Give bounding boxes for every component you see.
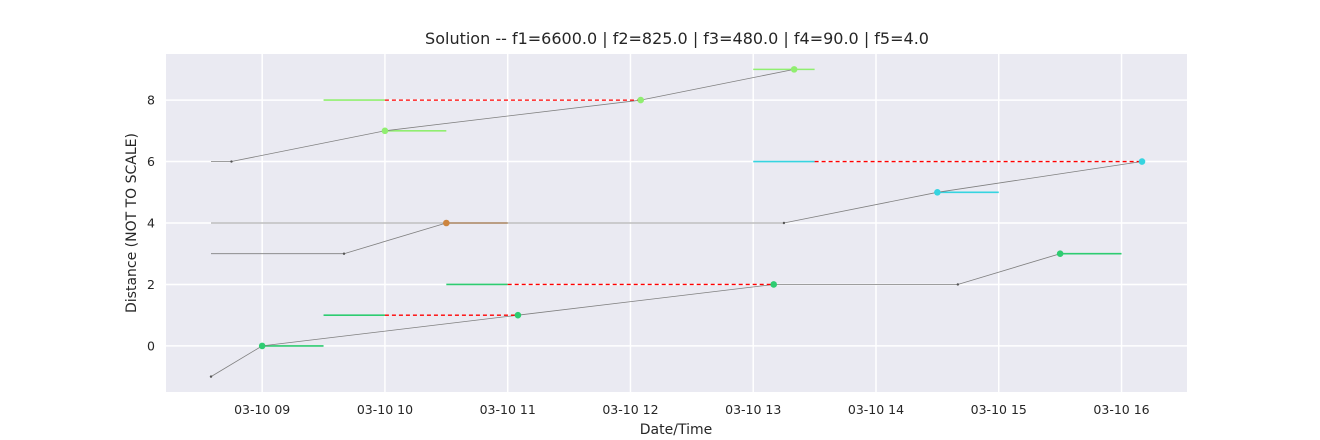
waypoint-marker (342, 252, 346, 255)
chart-title: Solution -- f1=6600.0 | f2=825.0 | f3=48… (425, 29, 929, 48)
late-segments (384, 99, 1142, 316)
x-tick-label: 03-10 15 (971, 402, 1027, 417)
y-tick-label: 4 (147, 216, 155, 231)
waypoints (209, 160, 960, 378)
x-tick-label: 03-10 16 (1093, 402, 1149, 417)
visit-marker (1056, 250, 1064, 258)
route-line (210, 253, 1061, 377)
visit-markers (258, 66, 1146, 350)
y-tick-labels: 0 2 4 6 8 (147, 93, 155, 354)
x-tick-label: 03-10 11 (480, 402, 536, 417)
visit-marker (258, 342, 266, 350)
y-tick-label: 8 (147, 93, 155, 108)
visit-marker (637, 96, 644, 104)
waypoint-marker (230, 160, 233, 163)
visit-marker (934, 188, 941, 196)
visit-marker (381, 127, 389, 135)
y-axis-label: Distance (NOT TO SCALE) (124, 133, 140, 313)
visit-marker (1138, 158, 1146, 165)
waypoint-marker (782, 221, 786, 225)
x-tick-label: 03-10 09 (234, 402, 290, 417)
waypoint-marker (209, 375, 213, 378)
x-tick-label: 03-10 10 (357, 402, 413, 417)
x-tick-labels: 03-10 09 03-10 10 03-10 11 03-10 12 03-10 13… (234, 402, 1150, 417)
y-tick-label: 6 (147, 154, 155, 169)
waypoint-marker (956, 283, 960, 286)
x-tick-label: 03-10 12 (602, 402, 658, 417)
route-line (211, 161, 1143, 224)
x-tick-label: 03-10 14 (848, 402, 904, 417)
y-tick-label: 0 (147, 338, 155, 353)
visit-marker (514, 311, 522, 319)
x-tick-label: 03-10 13 (725, 402, 781, 417)
visit-marker (770, 281, 777, 288)
x-axis-label: Date/Time (640, 422, 712, 438)
y-tick-label: 2 (147, 277, 155, 292)
visit-marker (443, 219, 450, 227)
visit-marker (790, 66, 798, 73)
